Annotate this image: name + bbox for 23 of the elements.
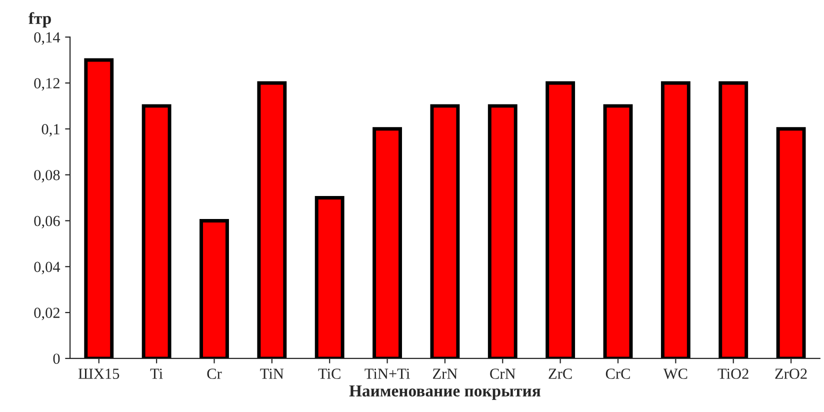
y-axis-title: fтр [28, 12, 51, 28]
x-axis-title: Наименование покрытия [349, 385, 540, 400]
y-tick-label: 0,06 [34, 216, 60, 228]
x-tick-label: TiN+Ti [364, 368, 410, 379]
y-tick-label: 0,14 [34, 32, 60, 45]
x-tick-label: ZrO2 [775, 368, 807, 379]
x-tick-label: ШХ15 [78, 368, 120, 379]
y-tick-label: 0,1 [42, 124, 60, 137]
y-tick-label: 0,08 [34, 170, 60, 182]
y-tick-label: 0 [53, 354, 60, 364]
x-tick-label: TiC [318, 368, 340, 379]
x-tick-label: Cr [207, 368, 222, 379]
x-tick-label: ZrC [548, 368, 572, 379]
x-tick-label: TiN [260, 368, 284, 379]
x-tick-label: WC [663, 368, 688, 379]
y-tick-label: 0,04 [34, 262, 60, 274]
y-tick-label: 0,02 [34, 308, 60, 320]
x-tick-label: CrC [606, 368, 630, 379]
y-tick-label: 0,12 [34, 78, 60, 91]
x-tick-label: CrN [490, 368, 516, 379]
x-tick-label: Ti [150, 368, 163, 379]
x-tick-label: ZrN [432, 368, 458, 379]
x-tick-label: TiO2 [718, 368, 748, 379]
